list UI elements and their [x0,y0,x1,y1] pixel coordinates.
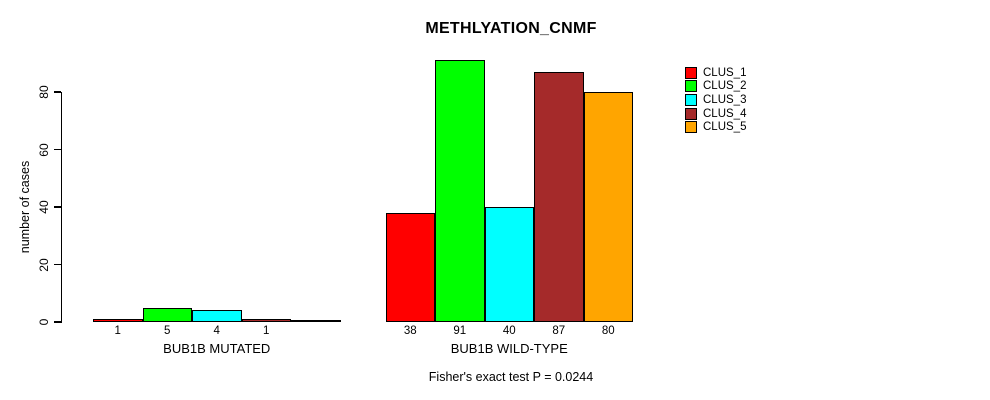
legend-label: CLUS_1 [703,66,747,79]
y-tick-label: 40 [37,200,51,214]
bar-clus_1 [385,213,435,322]
legend: CLUS_1 CLUS_2 CLUS_3 CLUS_4 CLUS_5 [685,66,746,134]
bar-value-label: 1 [263,325,270,337]
legend-row: CLUS_5 [685,120,746,134]
y-tick-mark [54,148,61,151]
legend-swatch-icon [685,80,697,93]
bar-clus_3 [192,310,242,322]
legend-row: CLUS_1 [685,66,746,80]
bar-value-label: 91 [453,325,467,337]
legend-swatch-icon [685,107,697,120]
legend-row: CLUS_3 [685,93,746,107]
annotation-text: Fisher's exact test P = 0.0244 [428,370,594,384]
y-tick-mark [54,263,61,266]
legend-swatch-icon [685,121,697,134]
legend-row: CLUS_2 [685,80,746,94]
bar-clus_1 [93,319,143,322]
legend-row: CLUS_4 [685,107,746,121]
y-tick-mark [54,321,61,323]
bar-clus_3 [484,207,534,322]
y-tick-label: 0 [37,318,51,326]
bar-value-label: 87 [552,325,566,337]
bar-clus_4 [241,319,291,322]
y-tick-label: 60 [37,142,51,157]
legend-label: CLUS_2 [703,80,747,93]
legend-label: CLUS_5 [703,121,747,134]
bar-clus_2 [435,60,485,322]
y-tick-mark [54,91,61,93]
bar-value-label: 80 [601,325,615,337]
bar-value-label: 4 [213,325,220,337]
legend-swatch-icon [685,93,697,106]
bar-clus_2 [142,308,192,322]
bar-value-label: 5 [164,325,171,337]
group-label: BUB1B MUTATED [163,341,271,356]
zero-height-bar [291,320,341,322]
group-label: BUB1B WILD-TYPE [450,341,568,356]
bar-clus_4 [534,72,584,322]
bar-value-label: 38 [403,325,417,337]
bar-clus_5 [583,92,633,322]
y-tick-label: 80 [37,85,51,99]
legend-label: CLUS_3 [703,93,747,106]
y-tick-label: 20 [37,257,51,272]
bar-value-label: 1 [114,325,121,337]
y-tick-mark [54,206,61,208]
y-axis-line [60,92,62,323]
legend-swatch-icon [685,66,697,79]
bar-value-label: 40 [502,325,516,337]
legend-label: CLUS_4 [703,107,747,120]
y-axis-title: number of cases [18,160,32,254]
chart-title: METHLYATION_CNMF [425,20,597,37]
